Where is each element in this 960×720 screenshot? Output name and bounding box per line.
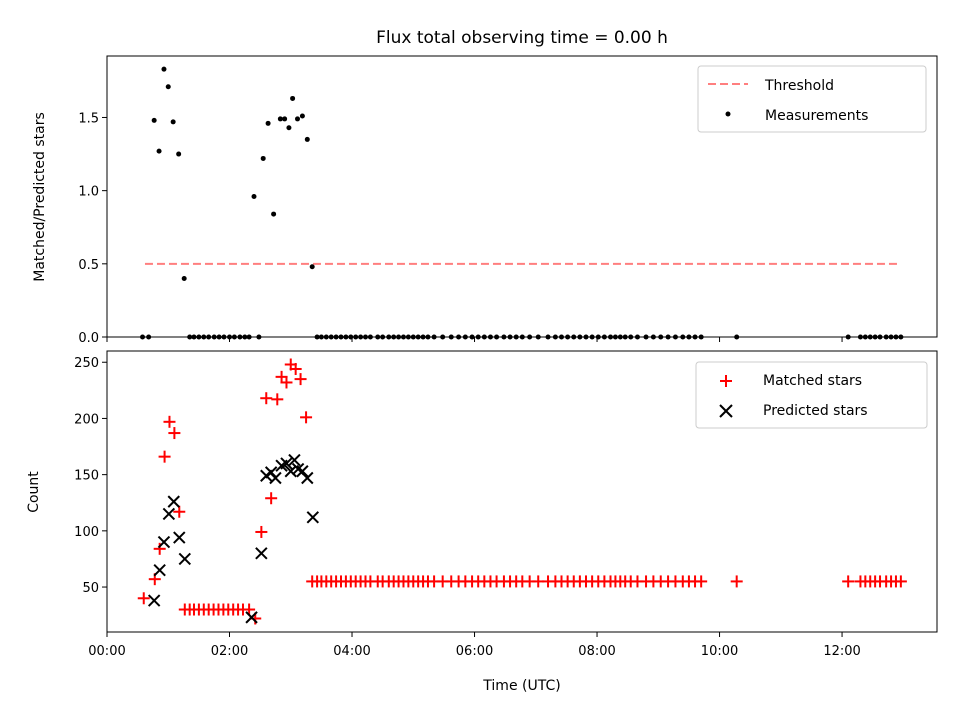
bottom-legend-box	[695, 361, 928, 429]
x-tick-label: 12:00	[823, 644, 860, 659]
bottom-panel: 50 100 150 200 250 00:00 02:00 04:00 06:00 08:00…	[26, 350, 938, 694]
bottom-y-tick-label: 200	[74, 412, 99, 427]
legend-measurements-label: Measurements	[765, 108, 868, 124]
top-y-tick-label: 0.5	[78, 258, 99, 273]
measurement-point	[151, 117, 157, 123]
matched-star-point	[158, 450, 171, 463]
predicted-star-point	[288, 453, 301, 467]
matched-star-point	[695, 575, 708, 588]
matched-star-point	[163, 415, 176, 428]
measurement-point	[299, 113, 305, 119]
legend-matched-label: Matched stars	[763, 373, 862, 389]
bottom-y-tick-label: 100	[74, 525, 99, 540]
predicted-star-point	[178, 552, 192, 566]
legend-predicted-marker	[719, 404, 733, 418]
measurement-point	[295, 116, 301, 122]
predicted-star-point	[162, 507, 176, 521]
top-legend: Threshold Measurements	[697, 65, 927, 133]
top-y-tick-label: 1.0	[78, 185, 99, 200]
measurement-point	[265, 120, 271, 126]
top-panel: 0.0 0.5 1.0 1.5 Matched/Predicted stars Thr…	[32, 55, 938, 346]
measurement-point	[181, 275, 187, 281]
top-y-tick-label: 0.0	[78, 331, 99, 346]
measurement-point	[161, 66, 167, 72]
bottom-y-axis-label: Count	[26, 471, 42, 513]
x-tick-label: 08:00	[578, 644, 615, 659]
measurement-point	[156, 148, 162, 154]
matched-star-point	[300, 411, 313, 424]
legend-threshold-label: Threshold	[764, 78, 834, 94]
bottom-y-axis: 50 100 150 200 250	[74, 356, 107, 596]
predicted-star-point	[245, 611, 258, 624]
predicted-star-point	[269, 471, 282, 485]
matched-star-point	[289, 362, 302, 375]
predicted-star-point	[296, 465, 309, 478]
predicted-star-point	[157, 535, 171, 549]
matched-star-point	[243, 603, 256, 616]
measurement-point	[290, 95, 296, 101]
matched-star-point	[255, 525, 268, 538]
measurement-point	[176, 151, 182, 157]
x-tick-label: 06:00	[456, 644, 493, 659]
matched-star-point	[173, 505, 186, 518]
top-legend-box	[697, 65, 927, 133]
matched-star-point	[730, 575, 743, 588]
measurement-point	[286, 125, 292, 131]
bottom-axes-frame	[106, 350, 938, 633]
matched-star-point	[168, 427, 181, 440]
measurement-point	[271, 211, 277, 217]
measurement-point	[165, 84, 171, 90]
bottom-y-tick-label: 50	[82, 581, 99, 596]
predicted-star-point	[147, 594, 161, 607]
matched-star-point	[153, 542, 166, 555]
matched-star-point	[265, 492, 278, 505]
predicted-star-point	[280, 457, 293, 470]
measurement-point	[260, 155, 266, 161]
measurement-point	[309, 264, 315, 270]
measurement-point	[304, 136, 310, 142]
x-axis-label: Time (UTC)	[482, 678, 560, 694]
x-tick-label: 02:00	[211, 644, 248, 659]
matched-star-point	[842, 575, 855, 588]
predicted-star-point	[284, 465, 297, 478]
chart-title: Flux total observing time = 0.00 h	[376, 28, 668, 48]
predicted-star-point	[153, 563, 166, 577]
measurement-point	[251, 194, 257, 199]
measurement-point	[170, 119, 176, 125]
predicted-star-point	[306, 511, 320, 524]
top-y-axis-label: Matched/Predicted stars	[32, 112, 48, 282]
matched-star-point	[137, 592, 150, 605]
measurement-point	[277, 116, 283, 122]
predicted-star-point	[167, 495, 180, 508]
predicted-star-point	[173, 531, 186, 544]
x-tick-label: 04:00	[333, 644, 370, 659]
matched-star-point	[294, 373, 307, 386]
top-y-tick-label: 1.5	[78, 111, 99, 126]
matched-star-point	[260, 392, 273, 405]
legend-predicted-label: Predicted stars	[763, 403, 868, 419]
legend-measurements-marker	[725, 111, 731, 117]
matched-star-point	[894, 575, 907, 588]
top-y-axis: 0.0 0.5 1.0 1.5	[78, 111, 107, 346]
bottom-y-tick-label: 150	[74, 469, 99, 484]
matched-star-point	[280, 376, 293, 389]
measurement-point	[282, 116, 288, 122]
x-tick-label: 00:00	[88, 644, 125, 659]
bottom-plot-area	[137, 358, 907, 625]
x-tick-label: 10:00	[701, 644, 738, 659]
predicted-star-point	[301, 471, 314, 485]
top-x-axis-ticks	[106, 337, 843, 342]
predicted-star-point	[255, 547, 268, 560]
top-axes-frame	[106, 55, 938, 338]
bottom-x-axis: 00:00 02:00 04:00 06:00 08:00 10:00 12:00	[88, 632, 861, 659]
legend-matched-marker	[720, 375, 732, 387]
bottom-legend: Matched stars Predicted stars	[695, 361, 928, 429]
bottom-y-tick-label: 250	[74, 356, 99, 371]
matched-star-point	[271, 393, 284, 406]
